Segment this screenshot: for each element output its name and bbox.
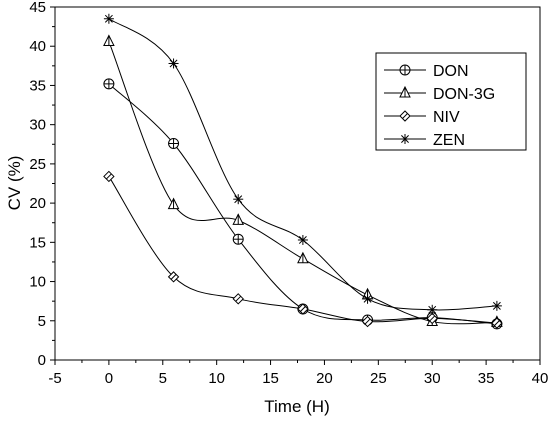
x-tick-label: 40 xyxy=(532,370,549,387)
legend-item-zen: ZEN xyxy=(384,132,465,149)
data-point-don xyxy=(232,233,244,245)
data-point-don-3g xyxy=(167,197,180,210)
legend-marker xyxy=(400,134,410,144)
data-point-niv xyxy=(103,170,115,183)
x-tick-label: 35 xyxy=(478,370,495,387)
data-point-niv xyxy=(426,312,438,325)
legend-label: DON-3G xyxy=(433,86,495,103)
data-point-don xyxy=(103,78,115,90)
data-point-niv xyxy=(491,317,503,329)
data-point-niv xyxy=(361,315,374,328)
legend-marker xyxy=(399,64,411,76)
series-zen xyxy=(103,13,502,315)
legend-item-niv: NIV xyxy=(384,109,460,126)
legend-label: ZEN xyxy=(433,132,465,149)
legend-item-don: DON xyxy=(384,63,469,80)
legend-item-don-3g: DON-3G xyxy=(384,85,495,103)
y-tick-label: 35 xyxy=(29,77,46,94)
data-point-niv xyxy=(232,293,244,305)
legend-label: NIV xyxy=(433,109,460,126)
data-point-zen xyxy=(297,234,308,245)
x-tick-label: 30 xyxy=(424,370,441,387)
series-layer xyxy=(103,13,503,330)
x-tick-label: -5 xyxy=(48,370,61,387)
x-tick-label: 5 xyxy=(159,370,167,387)
data-point-niv xyxy=(297,303,309,315)
legend: DON DON-3G NIV ZEN xyxy=(375,52,527,151)
x-tick-label: 25 xyxy=(370,370,387,387)
x-tick-label: 20 xyxy=(316,370,333,387)
data-point-zen xyxy=(491,300,502,311)
x-axis-title: Time (H) xyxy=(264,397,329,416)
y-axis-title: CV (%) xyxy=(5,156,24,211)
data-point-don-3g xyxy=(232,213,245,225)
y-tick-label: 30 xyxy=(29,117,46,134)
y-tick-label: 10 xyxy=(29,274,46,291)
y-tick-label: 40 xyxy=(29,38,46,55)
series-niv xyxy=(103,170,503,329)
y-axis: 0 5 10 15 20 25 30 35 40 45 xyxy=(29,0,55,369)
y-tick-label: 15 xyxy=(29,234,46,251)
data-point-don-3g xyxy=(103,34,115,47)
series-line-niv xyxy=(108,176,497,324)
y-tick-label: 45 xyxy=(29,0,46,16)
y-tick-label: 0 xyxy=(38,352,46,369)
data-point-zen xyxy=(362,293,373,304)
x-tick-label: 10 xyxy=(208,370,225,387)
data-point-zen xyxy=(103,13,114,24)
legend-marker xyxy=(399,110,411,122)
data-point-zen xyxy=(168,58,179,69)
y-tick-label: 20 xyxy=(29,195,46,212)
y-tick-label: 5 xyxy=(38,313,46,330)
x-tick-label: 15 xyxy=(262,370,279,387)
legend-marker xyxy=(399,85,411,98)
x-axis: -5 0 5 10 15 20 25 30 35 40 xyxy=(48,360,548,387)
data-point-don xyxy=(168,137,180,149)
y-tick-label: 25 xyxy=(29,156,46,173)
x-tick-label: 0 xyxy=(105,370,113,387)
data-point-niv xyxy=(167,271,180,283)
data-point-don-3g xyxy=(297,251,309,264)
data-point-zen xyxy=(427,304,438,315)
data-point-zen xyxy=(233,194,244,205)
legend-label: DON xyxy=(433,63,469,80)
